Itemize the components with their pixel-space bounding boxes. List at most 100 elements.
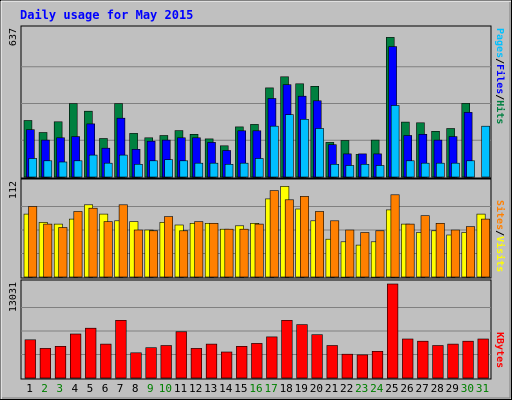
day-label: 28 — [431, 382, 444, 395]
kbytes-bar — [402, 338, 414, 379]
pages-bar — [390, 105, 400, 178]
kbytes-bar — [462, 340, 474, 379]
legend-top: Pages/Files/Hits — [494, 28, 506, 124]
kbytes-bar — [266, 336, 278, 379]
pages-bar — [345, 165, 355, 178]
sites-bar — [58, 227, 68, 278]
day-label: 23 — [355, 382, 368, 395]
pages-bar — [119, 154, 128, 178]
sites-bar — [239, 228, 249, 278]
sites-bar — [450, 229, 460, 278]
chart-title: Daily usage for May 2015 — [20, 8, 193, 22]
sites-bar — [118, 204, 128, 278]
pages-bar — [255, 158, 264, 178]
kbytes-bar — [221, 351, 233, 379]
legend-middle: Sites/Visits — [494, 200, 506, 272]
sites-bar — [435, 223, 445, 278]
sites-bar — [481, 218, 490, 278]
sites-bar — [164, 216, 173, 278]
pages-bar — [149, 160, 158, 178]
day-label: 19 — [295, 382, 308, 395]
kbytes-bar — [477, 338, 489, 379]
day-label: 22 — [340, 382, 353, 395]
kbytes-bar — [296, 324, 308, 379]
day-label: 21 — [325, 382, 338, 395]
day-label: 2 — [41, 382, 48, 395]
kbytes-bar — [175, 331, 187, 379]
sites-bar — [43, 223, 53, 278]
x-axis-labels: 1 2 3 4 5 6 7 8 9 10 11 12 13 14 15 16 17 18 19 20 21 22 23 24 2… — [26, 382, 489, 395]
pages-bar — [330, 164, 339, 178]
pages-bar — [164, 159, 173, 178]
pages-bar — [134, 164, 143, 178]
pages-bar — [179, 160, 189, 178]
day-label: 8 — [132, 382, 139, 395]
pages-bar — [73, 160, 83, 178]
kbytes-bar — [70, 333, 82, 379]
pages-bar — [285, 114, 294, 178]
kbytes-bar — [190, 348, 203, 379]
legend-entry: / — [494, 94, 505, 100]
sites-bar — [405, 223, 415, 278]
sites-bar — [88, 207, 98, 278]
sites-bar — [360, 232, 370, 278]
day-label: 1 — [26, 382, 33, 395]
kbytes-bar — [24, 339, 36, 379]
ymax-label-middle: 112 — [8, 181, 19, 199]
kbytes-bar — [371, 350, 384, 379]
pages-bar — [194, 162, 204, 178]
sites-bar — [299, 196, 309, 278]
day-label: 31 — [476, 382, 489, 395]
pages-bar — [451, 162, 460, 178]
day-label: 4 — [71, 382, 78, 395]
pages-bar — [224, 164, 234, 178]
kbytes-bar — [251, 343, 263, 379]
day-label: 7 — [117, 382, 124, 395]
pages-bar — [209, 162, 219, 178]
pages-bar — [239, 162, 249, 178]
sites-bar — [315, 211, 324, 278]
kbytes-bar — [417, 340, 429, 379]
sites-bar — [465, 226, 475, 278]
pages-bar — [420, 162, 430, 178]
day-label: 24 — [370, 382, 384, 395]
day-label: 30 — [461, 382, 474, 395]
pages-bar — [43, 160, 53, 178]
day-label: 12 — [189, 382, 202, 395]
day-label: 13 — [204, 382, 217, 395]
pages-bar — [481, 125, 490, 178]
legend-entry: / — [494, 230, 505, 236]
pages-bar — [360, 164, 370, 178]
day-label: 5 — [87, 382, 94, 395]
day-label: 9 — [147, 382, 154, 395]
pages-bar — [375, 165, 385, 178]
kbytes-bar — [160, 345, 172, 379]
legend-entry: Sites — [494, 200, 506, 230]
pages-bar — [28, 158, 37, 178]
ymax-label-bottom: 13031 — [8, 282, 19, 312]
sites-bar — [254, 223, 264, 278]
chart-bars — [21, 37, 491, 379]
pages-bar — [88, 154, 98, 178]
day-label: 10 — [159, 382, 172, 395]
sites-bar — [28, 206, 38, 278]
kbytes-bar — [85, 327, 97, 379]
kbytes-bar — [145, 347, 157, 379]
sites-bar — [284, 199, 294, 278]
legend-entry: Files — [494, 64, 506, 94]
day-label: 15 — [234, 382, 247, 395]
legend-entry: Pages — [494, 28, 505, 58]
kbytes-bar — [341, 353, 353, 379]
pages-bar — [300, 119, 309, 178]
day-label: 11 — [174, 382, 187, 395]
day-label: 18 — [280, 382, 293, 395]
day-label: 26 — [400, 382, 413, 395]
pages-bar — [270, 125, 279, 178]
kbytes-bar — [311, 334, 323, 379]
day-label: 17 — [264, 382, 277, 395]
legend-entry: KBytes — [494, 332, 505, 368]
day-label: 20 — [310, 382, 323, 395]
day-label: 25 — [385, 382, 398, 395]
sites-bar — [330, 220, 340, 278]
